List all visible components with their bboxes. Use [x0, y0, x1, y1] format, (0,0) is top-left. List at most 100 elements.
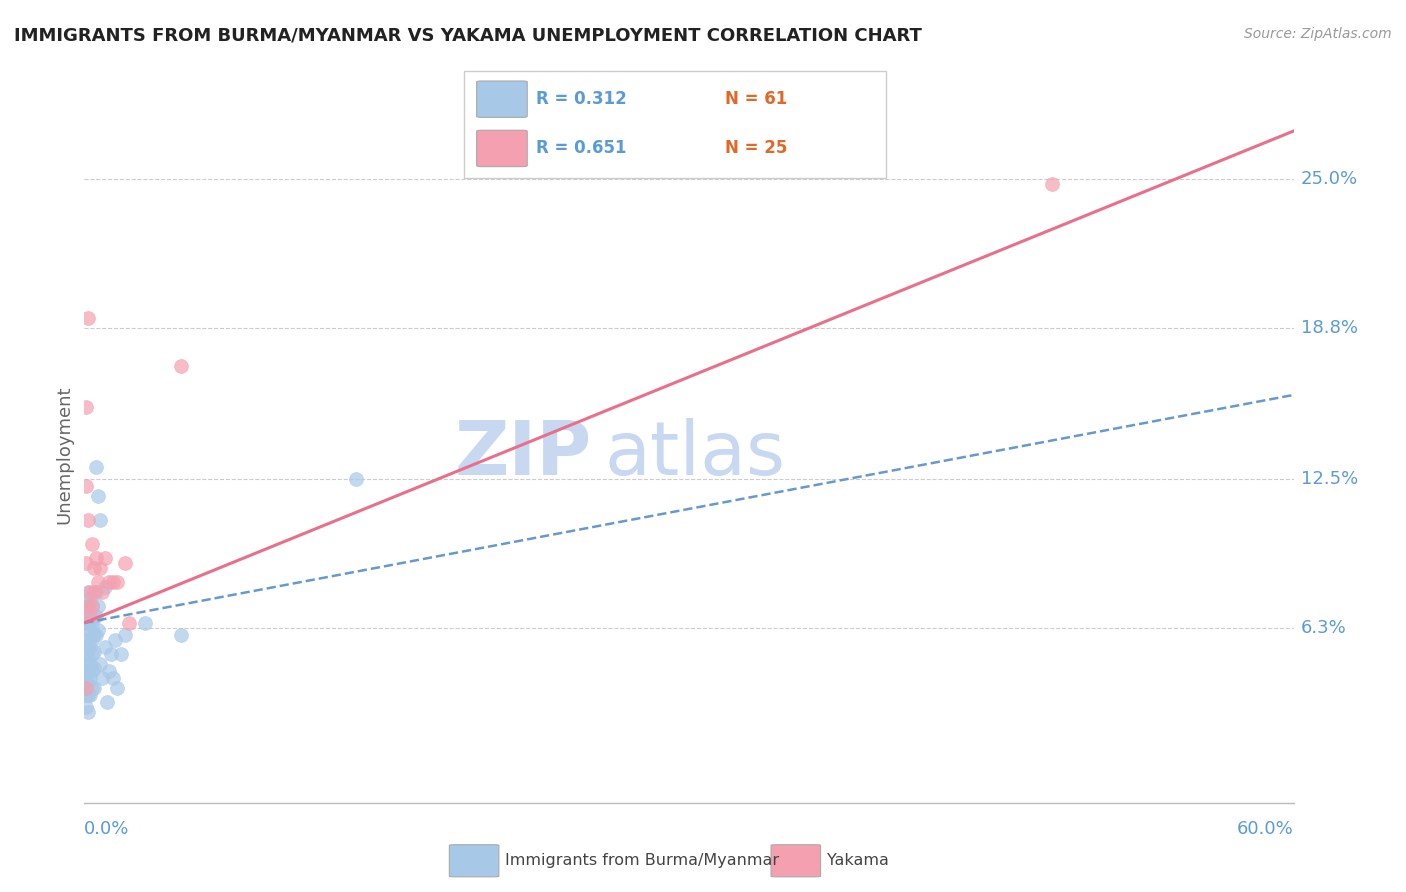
Point — [77, 688, 100, 702]
Point — [75, 681, 97, 695]
Text: Immigrants from Burma/Myanmar: Immigrants from Burma/Myanmar — [505, 854, 779, 868]
Point — [82, 599, 104, 613]
Point — [83, 584, 105, 599]
Point — [75, 688, 97, 702]
Text: Source: ZipAtlas.com: Source: ZipAtlas.com — [1244, 27, 1392, 41]
Point — [89, 657, 111, 671]
Point — [87, 489, 110, 503]
Point — [75, 671, 97, 685]
Point — [77, 615, 100, 630]
Point — [77, 599, 100, 613]
Point — [93, 640, 115, 654]
Point — [97, 575, 120, 590]
Point — [79, 608, 101, 623]
Text: ZIP: ZIP — [456, 418, 592, 491]
Point — [82, 537, 104, 551]
Text: R = 0.651: R = 0.651 — [536, 139, 626, 157]
Point — [79, 608, 101, 623]
Text: 12.5%: 12.5% — [1301, 470, 1358, 488]
Point — [89, 513, 111, 527]
FancyBboxPatch shape — [450, 845, 499, 877]
Point — [89, 560, 111, 574]
Point — [104, 632, 127, 647]
Point — [75, 632, 97, 647]
Point — [86, 628, 108, 642]
Point — [83, 645, 105, 659]
Point — [93, 551, 115, 566]
Point — [87, 623, 110, 637]
Point — [79, 623, 101, 637]
Point — [77, 604, 100, 618]
Text: 25.0%: 25.0% — [1301, 170, 1358, 188]
Point — [87, 599, 110, 613]
Point — [79, 591, 101, 606]
Point — [82, 632, 104, 647]
Point — [86, 551, 108, 566]
Point — [101, 671, 124, 685]
Point — [75, 615, 97, 630]
FancyBboxPatch shape — [477, 130, 527, 167]
Point — [96, 695, 118, 709]
Point — [105, 681, 128, 695]
Text: atlas: atlas — [605, 418, 786, 491]
Text: 60.0%: 60.0% — [1237, 821, 1294, 838]
Point — [77, 664, 100, 678]
Point — [87, 575, 110, 590]
Point — [75, 556, 97, 570]
Point — [77, 652, 100, 666]
Point — [79, 657, 101, 671]
FancyBboxPatch shape — [464, 71, 886, 178]
Point — [82, 681, 104, 695]
Point — [75, 599, 97, 613]
Point — [83, 628, 105, 642]
Point — [83, 681, 105, 695]
Point — [82, 647, 104, 661]
Point — [118, 615, 141, 630]
Point — [97, 664, 120, 678]
FancyBboxPatch shape — [477, 81, 527, 118]
Point — [86, 584, 108, 599]
Point — [77, 513, 100, 527]
Point — [93, 580, 115, 594]
Point — [77, 676, 100, 690]
Point — [75, 479, 97, 493]
Point — [114, 628, 136, 642]
Text: 18.8%: 18.8% — [1301, 318, 1358, 337]
Point — [1040, 177, 1063, 191]
Point — [77, 311, 100, 326]
Text: N = 61: N = 61 — [725, 90, 787, 108]
Point — [91, 584, 114, 599]
Point — [75, 664, 97, 678]
Text: Yakama: Yakama — [827, 854, 889, 868]
Point — [82, 599, 104, 613]
Point — [75, 699, 97, 714]
Point — [82, 664, 104, 678]
Point — [79, 640, 101, 654]
Point — [170, 628, 193, 642]
Point — [86, 459, 108, 474]
Text: 6.3%: 6.3% — [1301, 619, 1347, 637]
Point — [346, 472, 368, 486]
Point — [86, 608, 108, 623]
Point — [77, 705, 100, 719]
Point — [75, 647, 97, 661]
Point — [100, 647, 122, 661]
Point — [79, 688, 101, 702]
Point — [79, 584, 101, 599]
Point — [110, 647, 132, 661]
Point — [114, 556, 136, 570]
Point — [79, 671, 101, 685]
Y-axis label: Unemployment: Unemployment — [55, 385, 73, 524]
Point — [170, 359, 193, 373]
Point — [77, 628, 100, 642]
Point — [75, 681, 97, 695]
Text: N = 25: N = 25 — [725, 139, 787, 157]
Point — [77, 584, 100, 599]
Point — [91, 671, 114, 685]
FancyBboxPatch shape — [770, 845, 821, 877]
Text: IMMIGRANTS FROM BURMA/MYANMAR VS YAKAMA UNEMPLOYMENT CORRELATION CHART: IMMIGRANTS FROM BURMA/MYANMAR VS YAKAMA … — [14, 27, 922, 45]
Text: 0.0%: 0.0% — [84, 821, 129, 838]
Point — [83, 661, 105, 675]
Point — [82, 615, 104, 630]
Point — [105, 575, 128, 590]
